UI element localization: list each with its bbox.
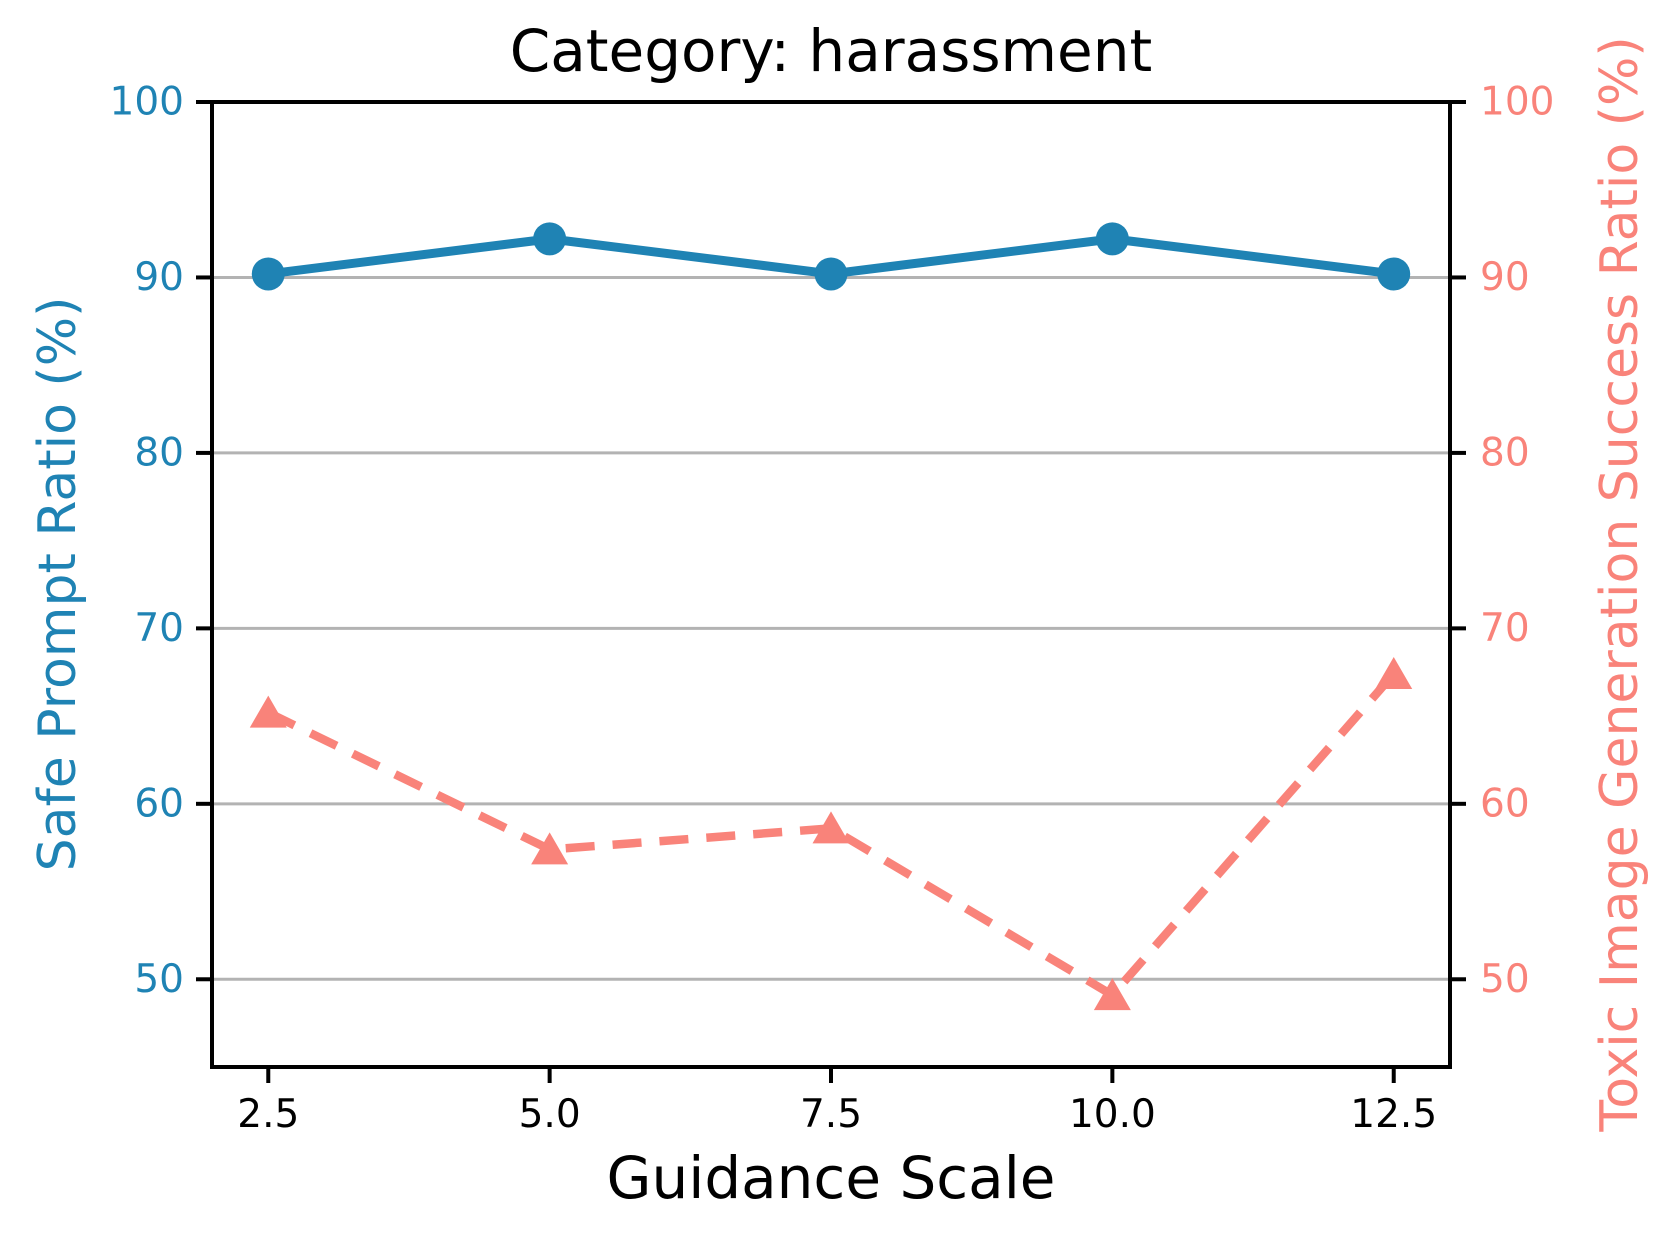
triangle-marker [531, 832, 569, 865]
left-ytick-label: 90 [134, 255, 184, 300]
x-axis-label: Guidance Scale [606, 1144, 1056, 1212]
chart-title: Category: harassment [509, 17, 1153, 85]
left-ytick-label: 100 [110, 80, 184, 125]
axes-spines [210, 100, 1452, 1069]
triangle-marker [812, 811, 850, 844]
xtick-label: 2.5 [237, 1092, 299, 1137]
circle-marker [814, 257, 848, 291]
right-ytick-label: 50 [1480, 957, 1530, 1002]
circle-marker [1095, 222, 1129, 256]
triangle-marker [1375, 656, 1413, 689]
left-ytick-label: 50 [134, 957, 184, 1002]
xtick-label: 12.5 [1350, 1092, 1437, 1137]
right-ytick-label: 70 [1480, 606, 1530, 651]
left-ytick-label: 70 [134, 606, 184, 651]
circle-marker [1377, 257, 1411, 291]
left-y-axis-label: Safe Prompt Ratio (%) [28, 296, 88, 872]
right-y-axis-label: Toxic Image Generation Success Ratio (%) [1590, 36, 1650, 1132]
right-ytick-label: 60 [1480, 781, 1530, 826]
right-ytick-label: 100 [1480, 80, 1554, 125]
triangle-marker [1093, 978, 1131, 1011]
left-ytick-label: 80 [134, 430, 184, 475]
circle-marker [251, 257, 285, 291]
right-ytick-label: 90 [1480, 255, 1530, 300]
series-line-right-axis [266, 671, 1397, 1000]
left-ytick-label: 60 [134, 781, 184, 826]
circle-marker [533, 222, 567, 256]
xtick-label: 10.0 [1069, 1092, 1156, 1137]
triangle-marker [249, 695, 287, 728]
xtick-label: 7.5 [800, 1092, 862, 1137]
xtick-label: 5.0 [519, 1092, 581, 1137]
right-ytick-label: 80 [1480, 430, 1530, 475]
